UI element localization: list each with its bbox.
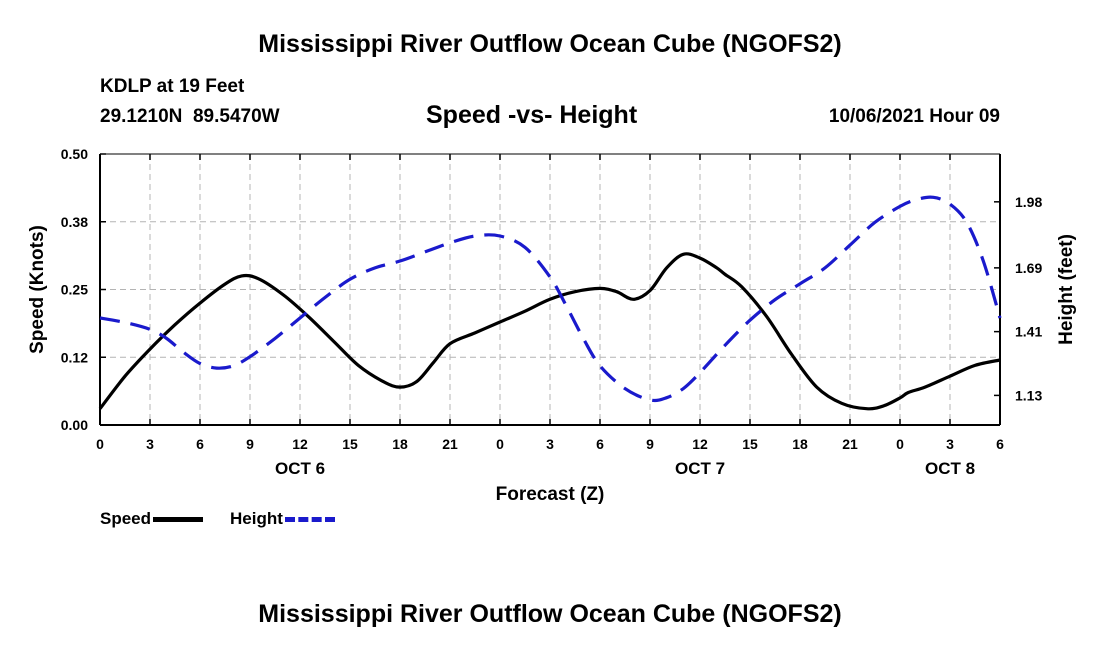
- x-tick-label: 12: [692, 436, 708, 452]
- x-tick-label: 18: [792, 436, 808, 452]
- x-tick-label: 0: [896, 436, 904, 452]
- y-axis-title: Speed (Knots): [27, 225, 48, 354]
- y2-tick-label: 1.13: [1015, 387, 1042, 403]
- page-title: Mississippi River Outflow Ocean Cube (NG…: [258, 30, 842, 58]
- date-label: OCT 6: [275, 459, 325, 478]
- y2-tick-label: 1.41: [1015, 324, 1042, 340]
- x-tick-label: 15: [342, 436, 358, 452]
- x-tick-label: 3: [146, 436, 154, 452]
- legend-speed: Speed: [100, 509, 204, 529]
- date-label: OCT 7: [675, 459, 725, 478]
- chart-subtitle: Speed -vs- Height: [426, 101, 638, 129]
- y-tick-label: 0.12: [61, 349, 88, 365]
- x-tick-label: 21: [842, 436, 858, 452]
- x-tick-label: 6: [996, 436, 1004, 452]
- station-label: KDLP at 19 Feet: [100, 76, 245, 97]
- height-series-line: [99, 195, 1002, 403]
- y2-tick-label: 1.69: [1015, 260, 1042, 276]
- x-tick-label: 6: [596, 436, 604, 452]
- x-tick-label: 0: [96, 436, 104, 452]
- x-tick-label: 15: [742, 436, 758, 452]
- footer-title: Mississippi River Outflow Ocean Cube (NG…: [258, 600, 842, 628]
- speed-height-chart: 0 3 6 9 12 15 18 21 0 3 6 9 12 15 18 21 0 3 6 OCT 6 OCT 7 OCT…: [27, 146, 1077, 505]
- x-tick-label: 3: [946, 436, 954, 452]
- x-tick-label: 9: [246, 436, 254, 452]
- y-tick-label: 0.38: [61, 214, 88, 230]
- x-tick-label: 3: [546, 436, 554, 452]
- y-tick-label: 0.00: [61, 417, 88, 433]
- x-tick-label: 18: [392, 436, 408, 452]
- legend-speed-label: Speed: [100, 509, 152, 528]
- date-label: OCT 8: [925, 459, 975, 478]
- legend-height-label: Height: [230, 509, 283, 528]
- forecast-datetime: 10/06/2021 Hour 09: [828, 106, 1000, 127]
- y2-tick-label: 1.98: [1015, 194, 1042, 210]
- x-axis-title: Forecast (Z): [496, 484, 605, 505]
- x-tick-label: 0: [496, 436, 504, 452]
- y-tick-label: 0.50: [61, 146, 88, 162]
- legend-height: Height: [230, 509, 335, 529]
- x-tick-label: 21: [442, 436, 458, 452]
- x-tick-label: 6: [196, 436, 204, 452]
- y2-axis-title: Height (feet): [1056, 234, 1077, 345]
- station-coordinates: 29.1210N 89.5470W: [100, 106, 280, 127]
- legend-speed-swatch: [153, 516, 204, 522]
- speed-series-line: [98, 252, 1001, 411]
- legend-height-swatch: [284, 516, 335, 522]
- x-tick-label: 9: [646, 436, 654, 452]
- y-tick-label: 0.25: [61, 282, 88, 298]
- x-tick-label: 12: [292, 436, 308, 452]
